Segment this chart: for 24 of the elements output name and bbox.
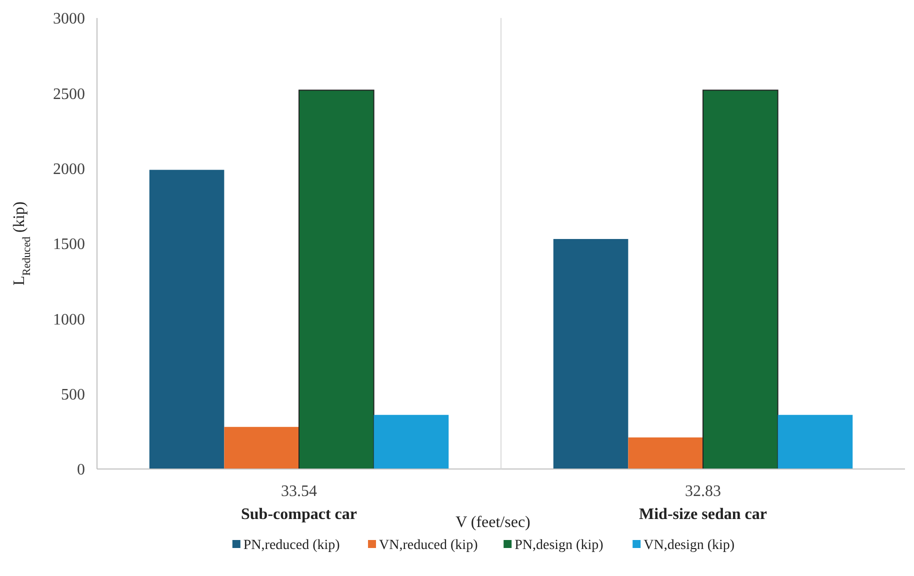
bar — [553, 238, 628, 469]
bar — [778, 414, 853, 469]
text: Sub-compact car — [241, 506, 357, 523]
legend-label: PN,reduced (kip) — [243, 538, 340, 553]
x-axis-title: V (feet/sec) — [456, 514, 530, 531]
text: Mid-size sedan car — [639, 506, 767, 523]
y-tick-label: 500 — [61, 386, 85, 404]
bar — [298, 90, 374, 470]
legend-label: VN,design (kip) — [644, 538, 735, 553]
bar — [374, 414, 449, 469]
bar — [628, 437, 703, 469]
bar — [702, 90, 778, 470]
bar — [149, 170, 224, 469]
x-tick-label: 33.54 — [281, 483, 317, 500]
y-tick-label: 3000 — [53, 10, 85, 28]
y-tick-label: 1500 — [53, 236, 85, 254]
y-tick-label: 0 — [77, 462, 85, 479]
legend-label: VN,reduced (kip) — [379, 538, 478, 553]
y-tick-label: 2500 — [53, 86, 85, 103]
x-tick-label: 32.83 — [685, 483, 721, 500]
legend-label: PN,design (kip) — [514, 538, 604, 553]
bar — [224, 426, 299, 469]
y-tick-label: 1000 — [53, 311, 85, 328]
y-tick-label: 2000 — [53, 160, 85, 178]
